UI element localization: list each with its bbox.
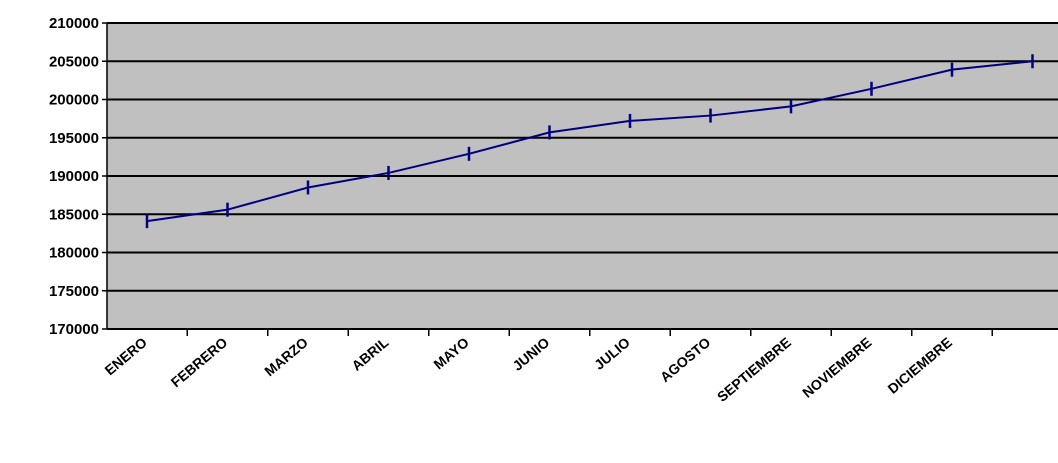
y-tick-label: 190000 <box>49 168 99 185</box>
x-tick-label: NOVIEMBRE <box>799 334 874 401</box>
x-tick-label: JUNIO <box>509 334 552 374</box>
y-tick-label: 210000 <box>49 15 99 32</box>
y-tick-label: 185000 <box>49 206 99 223</box>
y-tick-label: 180000 <box>49 245 99 262</box>
x-tick-label: MARZO <box>261 334 311 379</box>
y-tick-label: 170000 <box>49 321 99 338</box>
x-tick-label: ENERO <box>101 334 150 378</box>
x-tick-label: MAYO <box>430 334 472 372</box>
y-tick-label: 175000 <box>49 283 99 300</box>
y-axis: 170000 175000 180000 185000 190000 195000 2000… <box>49 15 108 338</box>
series-line <box>146 60 1033 223</box>
x-tick-label: DICIEMBRE <box>884 334 954 397</box>
y-tick-label: 205000 <box>49 53 99 70</box>
x-tick-label: SEPTIEMBRE <box>714 334 794 405</box>
x-axis: ENERO FEBRERO MARZO ABRIL MAYO JUNIO JULIO AGOS… <box>101 328 1058 405</box>
x-tick-label: FEBRERO <box>168 334 231 390</box>
x-tick-label: JULIO <box>591 334 633 373</box>
x-tick-label: AGOSTO <box>657 334 714 385</box>
y-tick-label: 200000 <box>49 92 99 109</box>
series <box>145 54 1034 229</box>
x-tick-label: ABRIL <box>348 334 391 374</box>
y-tick-label: 195000 <box>49 130 99 147</box>
